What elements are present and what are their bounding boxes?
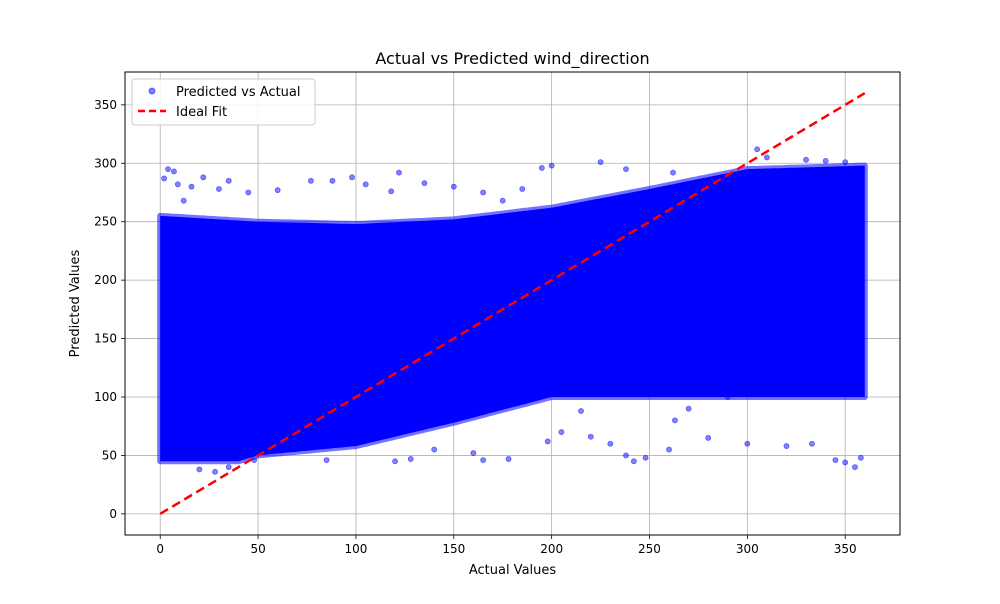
scatter-point xyxy=(450,183,457,190)
scatter-point xyxy=(822,158,829,164)
scatter-point xyxy=(396,169,402,176)
scatter-point xyxy=(852,464,858,471)
scatter-point xyxy=(392,458,398,465)
scatter-point xyxy=(388,188,395,195)
scatter-point xyxy=(544,438,551,445)
x-tick-label: 300 xyxy=(736,542,759,556)
scatter-point xyxy=(161,175,168,182)
y-axis: 0 50 100 150 200 250 300 350 xyxy=(94,98,125,521)
x-tick-label: 200 xyxy=(540,542,563,556)
scatter-point xyxy=(519,186,526,192)
legend-label-ideal: Ideal Fit xyxy=(176,105,227,120)
scatter-point xyxy=(724,394,731,400)
y-tick-label: 350 xyxy=(94,98,117,112)
scatter-point xyxy=(188,183,195,190)
y-tick-label: 150 xyxy=(94,332,117,346)
scatter-point xyxy=(744,440,751,447)
x-tick-label: 250 xyxy=(638,542,661,556)
x-axis-label: Actual Values xyxy=(469,563,557,578)
scatter-point xyxy=(705,434,712,441)
scatter-point xyxy=(329,177,336,184)
x-axis: 0 50 100 150 200 250 300 350 xyxy=(156,535,857,556)
scatter-point xyxy=(165,166,171,173)
scatter-point xyxy=(642,454,649,461)
scatter-point xyxy=(245,189,252,196)
scatter-series xyxy=(157,146,868,475)
scatter-point xyxy=(607,440,614,447)
scatter-point xyxy=(216,186,222,192)
scatter-point xyxy=(308,177,314,184)
scatter-point xyxy=(225,177,232,184)
legend-scatter-marker xyxy=(148,87,156,95)
scatter-point xyxy=(421,180,428,187)
x-tick-label: 100 xyxy=(344,542,367,556)
scatter-point xyxy=(809,440,815,447)
scatter-point xyxy=(630,458,637,465)
scatter-point xyxy=(505,456,512,462)
legend: Predicted vs Actual Ideal Fit xyxy=(131,78,316,126)
scatter-point xyxy=(832,457,839,463)
x-tick-label: 350 xyxy=(834,542,857,556)
scatter-point xyxy=(857,454,864,461)
legend-label-predicted: Predicted vs Actual xyxy=(176,85,300,100)
chart-title: Actual vs Predicted wind_direction xyxy=(375,49,649,69)
scatter-point xyxy=(212,468,218,475)
y-tick-label: 50 xyxy=(102,448,117,462)
scatter-point xyxy=(578,408,584,414)
legend-box xyxy=(131,78,316,126)
scatter-point xyxy=(225,464,232,471)
scatter-point xyxy=(670,169,676,176)
plot-frame xyxy=(124,71,901,536)
scatter-point xyxy=(171,168,177,175)
scatter-point xyxy=(666,446,672,453)
scatter-point-cloud xyxy=(157,162,868,465)
scatter-point xyxy=(349,174,355,181)
scatter-point xyxy=(803,156,809,163)
scatter-point xyxy=(499,197,506,204)
scatter-point xyxy=(362,181,369,188)
scatter-point xyxy=(196,466,203,473)
scatter-point xyxy=(274,187,281,194)
scatter-point xyxy=(597,159,604,165)
scatter-point xyxy=(587,433,594,440)
scatter-point xyxy=(174,181,181,188)
y-tick-label: 0 xyxy=(109,507,117,521)
x-tick-label: 0 xyxy=(156,542,164,556)
y-axis-label: Predicted Values xyxy=(68,249,83,357)
x-tick-label: 50 xyxy=(250,542,265,556)
scatter-point xyxy=(407,456,414,462)
scatter-point xyxy=(842,459,849,466)
scatter-point xyxy=(764,154,770,161)
y-tick-label: 200 xyxy=(94,273,117,287)
x-tick-label: 150 xyxy=(442,542,465,556)
scatter-point xyxy=(180,197,187,204)
scatter-point xyxy=(685,405,692,412)
scatter-point xyxy=(842,159,849,165)
ideal-fit-series xyxy=(159,92,866,515)
scatter-point xyxy=(672,417,678,424)
y-tick-label: 250 xyxy=(94,215,117,229)
scatter-point xyxy=(480,189,487,196)
scatter-point xyxy=(548,162,555,169)
scatter-point xyxy=(783,443,790,449)
y-tick-label: 300 xyxy=(94,156,117,170)
scatter-point xyxy=(754,146,761,153)
scatter-point xyxy=(623,166,629,173)
scatter-point xyxy=(323,457,330,463)
scatter-point xyxy=(431,446,438,453)
ideal-fit-line xyxy=(159,92,866,515)
scatter-point xyxy=(480,457,487,463)
scatter-point xyxy=(200,174,207,181)
scatter-point xyxy=(470,450,477,456)
y-tick-label: 100 xyxy=(94,390,117,404)
scatter-point xyxy=(558,429,565,435)
scatter-point xyxy=(623,452,629,459)
scatter-point xyxy=(538,165,545,171)
